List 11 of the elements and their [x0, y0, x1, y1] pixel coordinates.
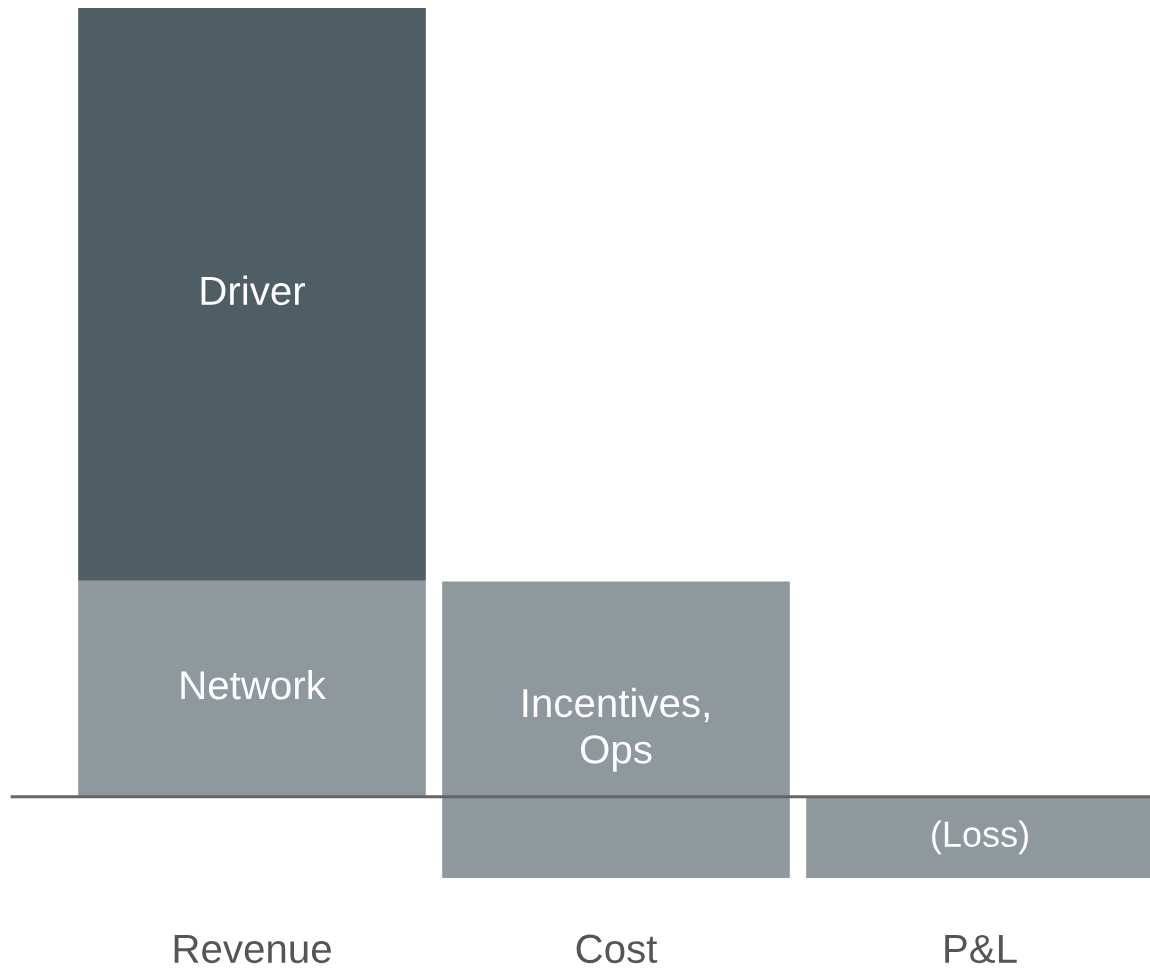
x-tick-label: Revenue [174, 935, 331, 964]
bar [442, 581, 790, 797]
bar [442, 796, 790, 878]
annotation: (Loss) [932, 820, 1028, 855]
annotation: Driver [201, 275, 306, 306]
x-tick-label: Cost [576, 934, 658, 964]
bar [78, 580, 426, 797]
bar [78, 8, 426, 581]
annotation: Network [181, 669, 326, 700]
annotation: Incentives, Ops [523, 687, 709, 772]
x-tick-label: P&L [945, 934, 1017, 964]
